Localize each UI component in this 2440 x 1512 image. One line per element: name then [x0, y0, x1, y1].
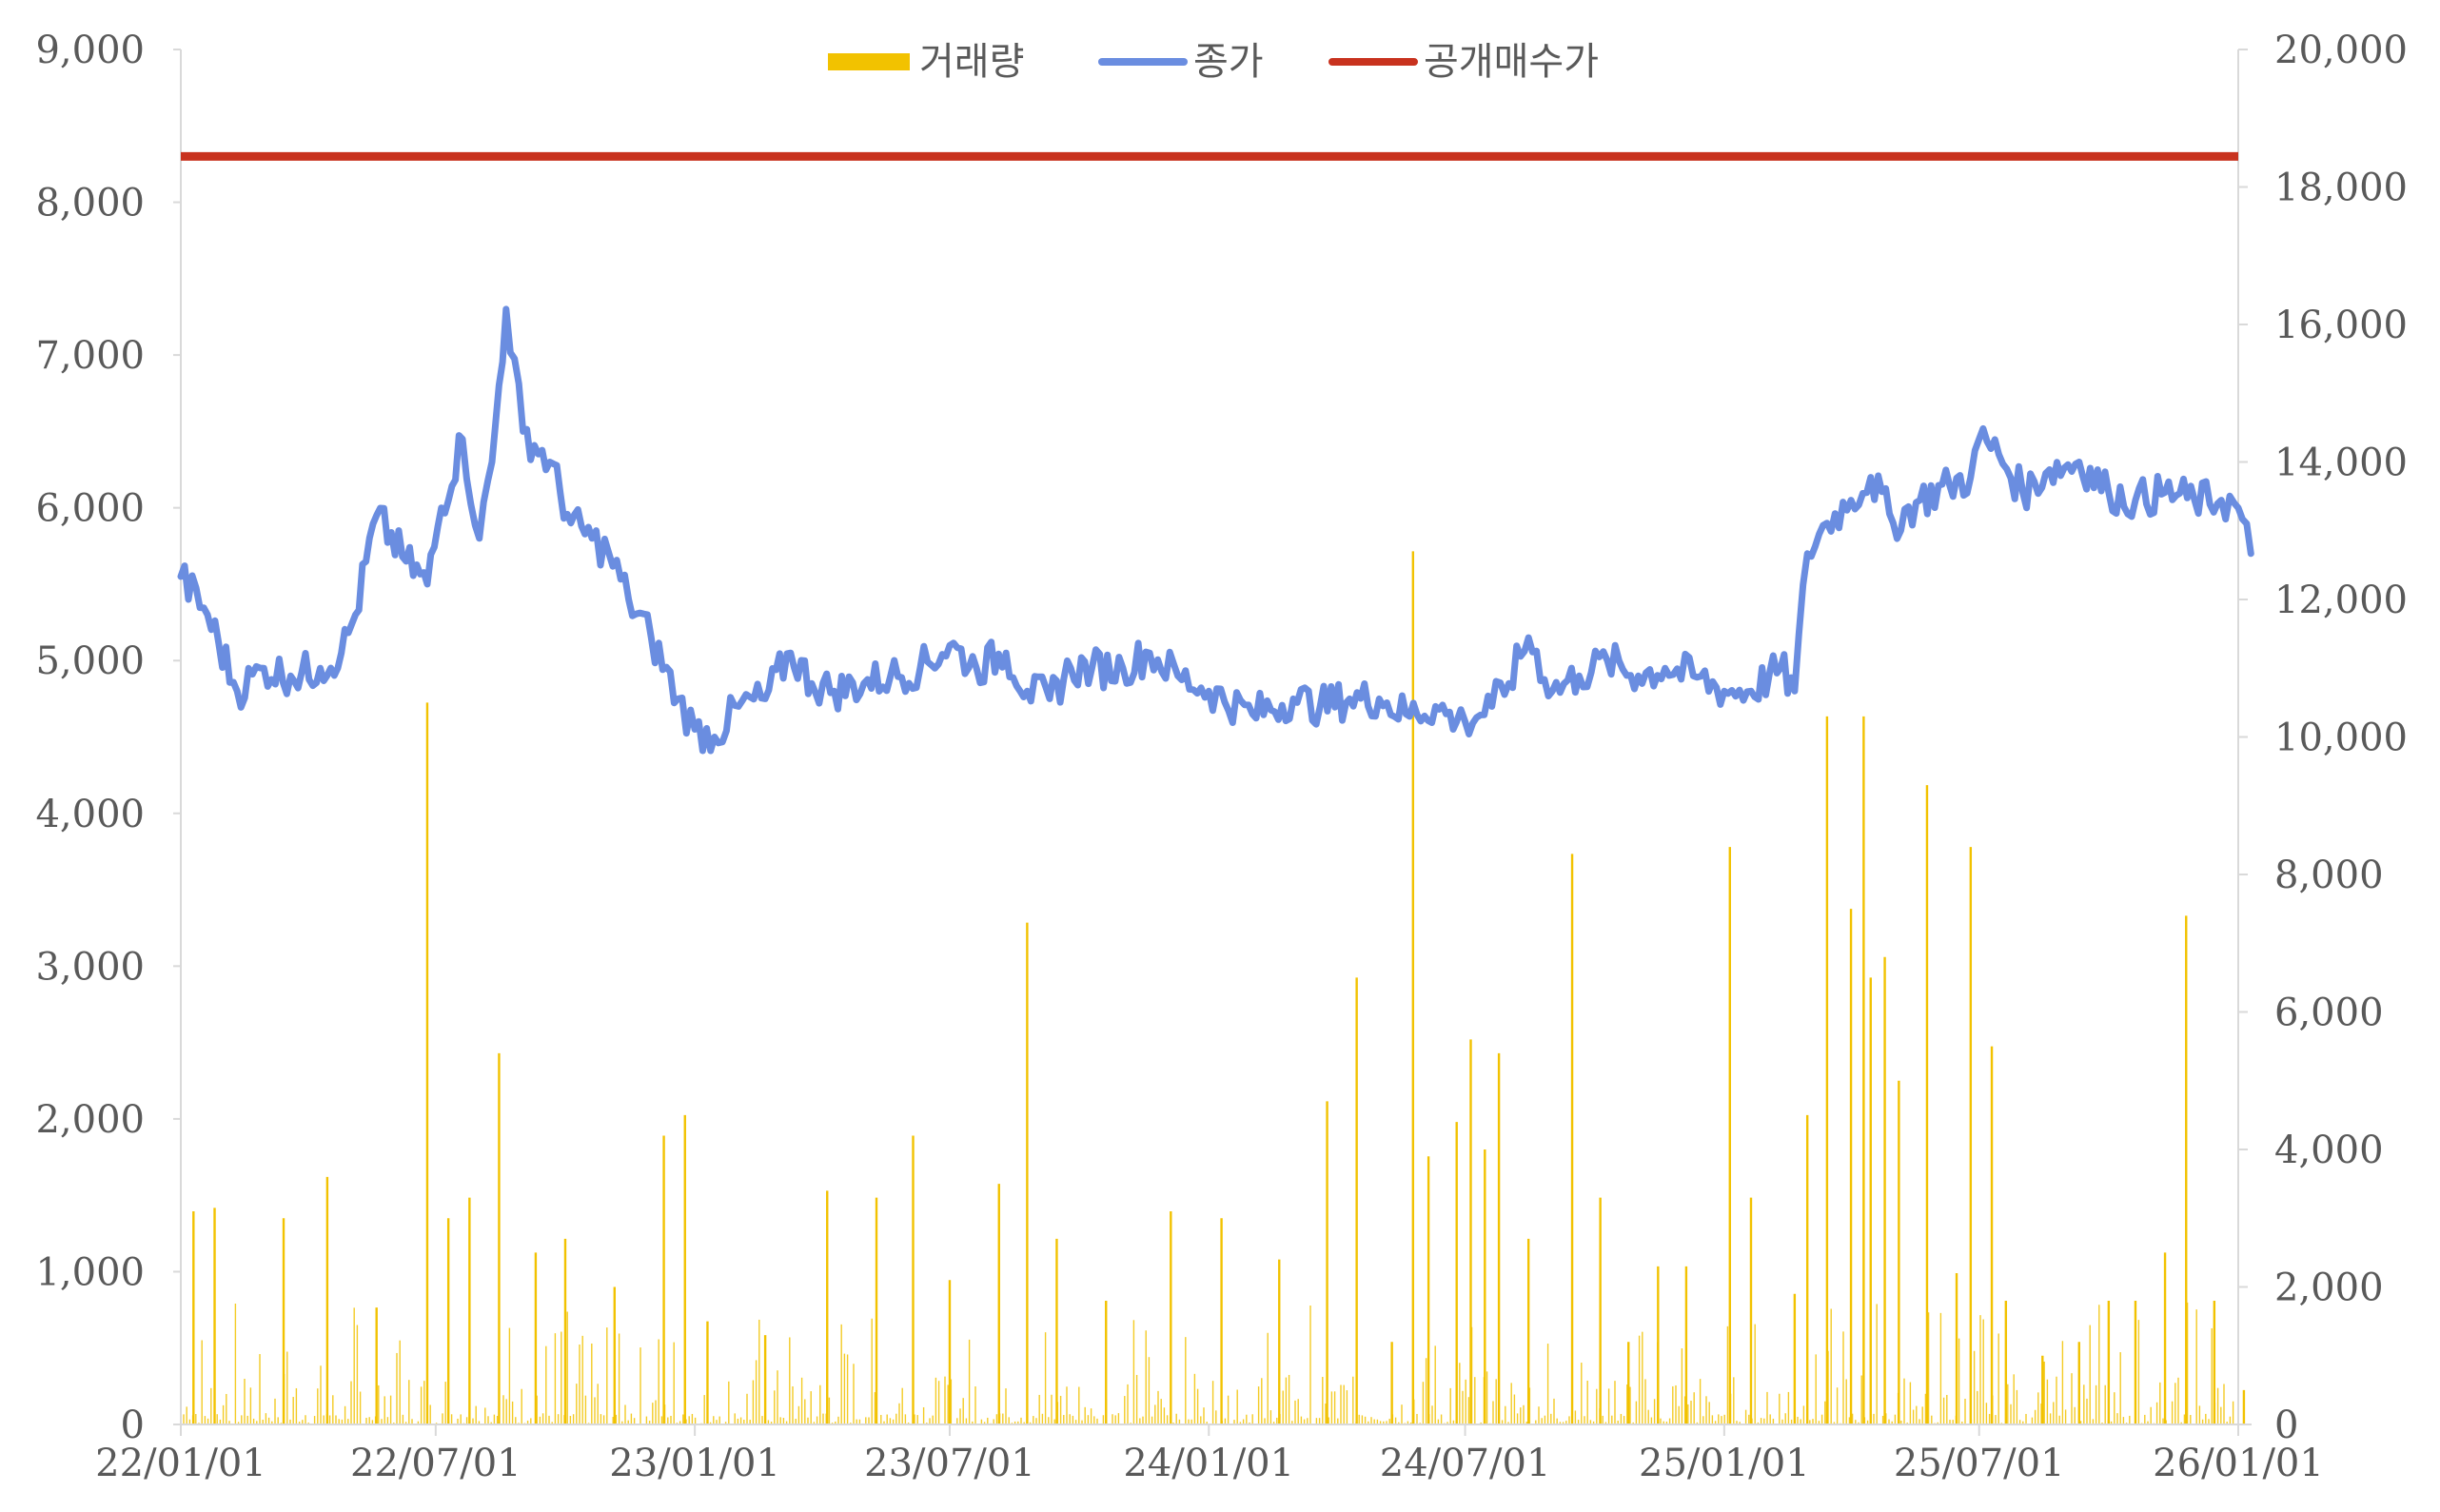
x-tick-label: 25/07/01 — [1894, 1442, 2065, 1485]
x-tick-label: 24/07/01 — [1380, 1442, 1551, 1485]
x-tick-label: 23/01/01 — [609, 1442, 780, 1485]
x-tick-label: 26/01/01 — [2153, 1442, 2324, 1485]
right-tick-label: 6,000 — [2274, 992, 2384, 1035]
right-tick-label: 20,000 — [2274, 29, 2408, 72]
legend: 거래량 종가 공개매수가 — [828, 40, 1599, 84]
x-tick-label: 22/01/01 — [95, 1442, 266, 1485]
right-tick-label: 16,000 — [2274, 304, 2408, 347]
left-tick-label: 7,000 — [35, 334, 145, 378]
left-tick-label: 5,000 — [35, 639, 145, 683]
left-tick-label: 9,000 — [35, 29, 145, 72]
left-tick-label: 1,000 — [35, 1250, 145, 1294]
legend-label: 공개매수가 — [1424, 40, 1599, 84]
right-tick-label: 18,000 — [2274, 167, 2408, 210]
legend-label: 종가 — [1193, 40, 1264, 84]
close-price-line — [177, 305, 2254, 755]
legend-label: 거래량 — [919, 40, 1024, 84]
x-tick-label: 25/01/01 — [1639, 1442, 1810, 1485]
right-tick-label: 0 — [2274, 1404, 2298, 1447]
left-tick-label: 2,000 — [35, 1098, 145, 1142]
axes — [173, 49, 2252, 1436]
volume-bars — [183, 551, 2246, 1424]
line-series — [177, 151, 2254, 755]
left-tick-label: 3,000 — [35, 945, 145, 989]
left-tick-label: 8,000 — [35, 182, 145, 226]
x-tick-label: 23/07/01 — [864, 1442, 1035, 1485]
right-tick-label: 4,000 — [2274, 1129, 2384, 1172]
right-tick-label: 2,000 — [2274, 1267, 2384, 1310]
left-tick-label: 6,000 — [35, 487, 145, 531]
right-tick-label: 8,000 — [2274, 854, 2384, 897]
right-tick-label: 12,000 — [2274, 579, 2408, 622]
x-tick-label: 24/01/01 — [1123, 1442, 1294, 1485]
right-tick-label: 10,000 — [2274, 717, 2408, 760]
left-tick-label: 0 — [121, 1404, 145, 1447]
x-tick-label: 22/07/01 — [350, 1442, 521, 1485]
tick-labels: 22/01/01 22/07/01 23/01/01 23/07/01 24/01/01… — [35, 29, 2407, 1485]
left-tick-label: 4,000 — [35, 793, 145, 836]
legend-swatch-volume — [828, 53, 910, 70]
right-tick-label: 14,000 — [2274, 442, 2408, 485]
